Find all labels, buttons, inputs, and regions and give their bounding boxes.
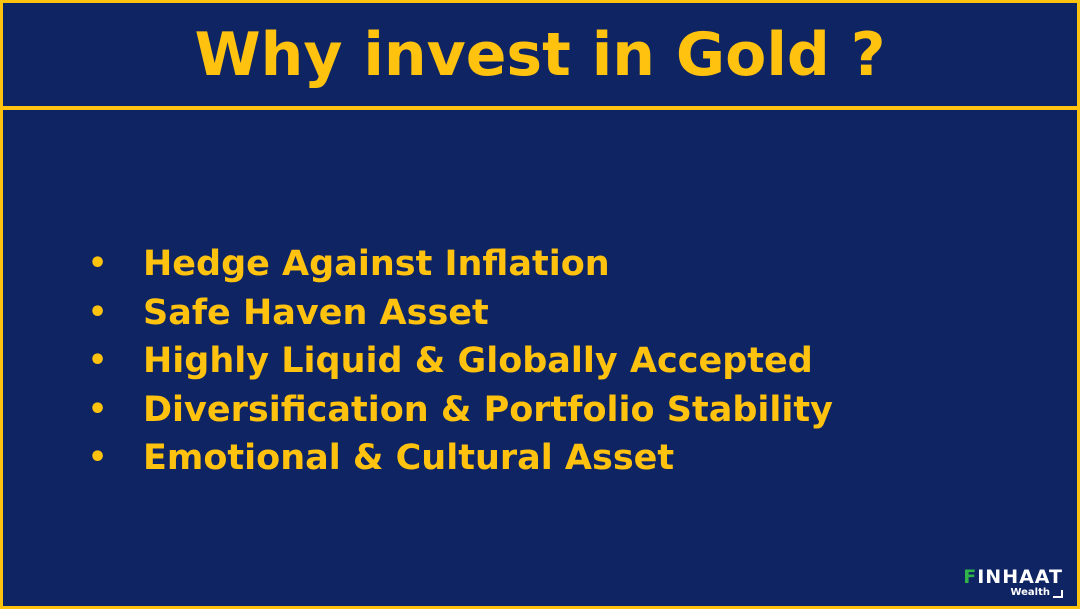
logo-brand-rest: INHAAT: [977, 566, 1063, 588]
slide-title: Why invest in Gold ?: [194, 19, 886, 90]
bullet-dot-icon: •: [88, 440, 108, 476]
logo-bracket-icon: [1053, 590, 1063, 598]
bullet-text: Emotional & Cultural Asset: [143, 438, 675, 479]
logo-wordmark: F INHAAT: [963, 568, 1063, 587]
bullet-item: • Diversification & Portfolio Stability: [88, 386, 833, 435]
bullet-item: • Safe Haven Asset: [88, 289, 833, 338]
bullet-text: Safe Haven Asset: [143, 292, 489, 333]
bullet-dot-icon: •: [88, 246, 108, 282]
bullet-list: • Hedge Against Inflation • Safe Haven A…: [88, 240, 833, 483]
finhaat-wealth-logo: F INHAAT Wealth: [963, 568, 1063, 598]
bullet-dot-icon: •: [88, 343, 108, 379]
logo-sub-text: Wealth: [1010, 587, 1050, 598]
bullet-dot-icon: •: [88, 391, 108, 427]
bullet-dot-icon: •: [88, 294, 108, 330]
title-bar: Why invest in Gold ?: [3, 3, 1077, 110]
bullet-item: • Hedge Against Inflation: [88, 240, 833, 289]
bullet-text: Diversification & Portfolio Stability: [143, 389, 833, 430]
logo-initial: F: [963, 566, 978, 588]
bullet-text: Hedge Against Inflation: [143, 244, 610, 285]
bullet-item: • Emotional & Cultural Asset: [88, 434, 833, 483]
logo-subline: Wealth: [1010, 588, 1063, 598]
bullet-text: Highly Liquid & Globally Accepted: [143, 341, 813, 382]
bullet-item: • Highly Liquid & Globally Accepted: [88, 337, 833, 386]
